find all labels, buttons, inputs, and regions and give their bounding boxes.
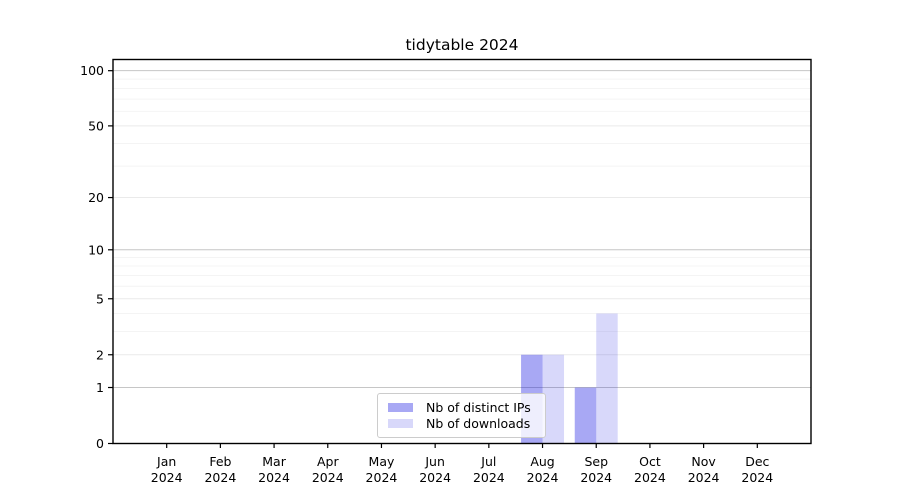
bar-aug-series1	[542, 354, 565, 444]
chart-title: tidytable 2024	[405, 36, 519, 54]
bar-sep-series0	[574, 387, 597, 444]
plot-frame	[112, 58, 812, 445]
y-tick-label: 50	[88, 118, 104, 133]
legend-swatch-distinct-ips	[388, 402, 413, 412]
x-tick-label-month: Sep	[584, 454, 608, 469]
x-tick-label-month: Jan	[156, 454, 176, 469]
x-tick-label-month: Feb	[209, 454, 231, 469]
x-tick-label-year: 2024	[258, 470, 290, 485]
y-tick-label: 2	[96, 347, 104, 362]
y-tick-label: 100	[80, 63, 104, 78]
x-tick-label-year: 2024	[473, 470, 505, 485]
x-tick-label-year: 2024	[580, 470, 612, 485]
legend: Nb of distinct IPs Nb of downloads	[377, 393, 546, 438]
x-tick-label-month: Dec	[745, 454, 769, 469]
x-tick-label-month: Jul	[480, 454, 496, 469]
x-tick-label-year: 2024	[634, 470, 666, 485]
x-tick-label-year: 2024	[312, 470, 344, 485]
y-axis-labels: 0 1 2 5 10 20 50 100	[80, 63, 113, 451]
gridlines-minor	[113, 78, 811, 333]
y-tick-label: 20	[88, 190, 104, 205]
x-tick-label-year: 2024	[419, 470, 451, 485]
x-tick-label-month: Mar	[262, 454, 286, 469]
x-tick-label-year: 2024	[366, 470, 398, 485]
x-tick-label-month: Oct	[639, 454, 661, 469]
x-tick-label-year: 2024	[151, 470, 183, 485]
x-tick-label-year: 2024	[688, 470, 720, 485]
x-tick-label-year: 2024	[741, 470, 773, 485]
x-tick-label-month: May	[369, 454, 395, 469]
x-axis-labels: Jan2024Feb2024Mar2024Apr2024May2024Jun20…	[151, 443, 773, 485]
y-tick-label: 10	[88, 242, 104, 257]
x-tick-label-month: Apr	[317, 454, 339, 469]
legend-item-downloads: Nb of downloads	[388, 416, 535, 431]
legend-label-downloads: Nb of downloads	[426, 416, 531, 432]
x-tick-label-month: Aug	[530, 454, 554, 469]
y-tick-label: 5	[96, 291, 104, 306]
y-tick-label: 1	[96, 380, 104, 395]
legend-swatch-downloads	[388, 419, 413, 429]
x-tick-label-year: 2024	[527, 470, 559, 485]
gridlines-major	[113, 70, 811, 389]
x-tick-label-month: Nov	[691, 454, 716, 469]
legend-label-distinct-ips: Nb of distinct IPs	[426, 399, 531, 415]
x-tick-label-year: 2024	[204, 470, 236, 485]
bar-sep-series1	[596, 313, 618, 444]
legend-item-distinct-ips: Nb of distinct IPs	[388, 400, 535, 415]
y-tick-label: 0	[96, 436, 104, 451]
x-tick-label-month: Jun	[424, 454, 445, 469]
